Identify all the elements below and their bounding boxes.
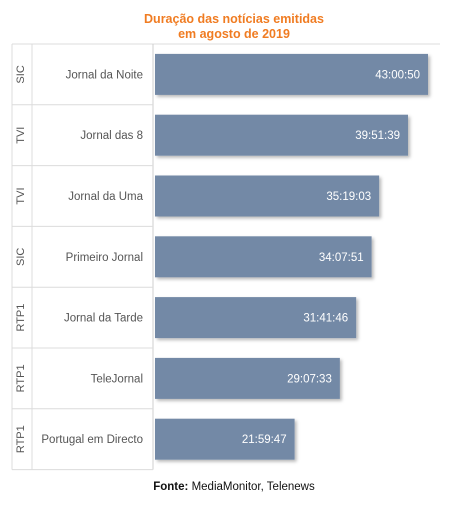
bar	[155, 175, 380, 217]
chart-source: Fonte: MediaMonitor, Telenews	[0, 481, 468, 493]
channel-label: SIC	[15, 65, 27, 83]
category-rows: SIC Jornal da Noite TVI Jornal das 8 TVI Jorn…	[11, 43, 440, 471]
bars-layer: 43:00:50 39:51:39 35:19:03 34:07:51 31:41:46…	[155, 53, 428, 460]
channel-label: RTP1	[15, 364, 27, 392]
category-label: Jornal das 8	[80, 130, 143, 142]
source-text: MediaMonitor, Telenews	[191, 481, 315, 493]
channel-label: TVI	[15, 187, 27, 204]
category-label: Jornal da Noite	[66, 69, 143, 81]
channel-label: TVI	[15, 127, 27, 144]
bar	[155, 114, 408, 156]
category-label: Primeiro Jornal	[66, 252, 143, 264]
bar	[155, 297, 357, 339]
bar	[155, 418, 295, 460]
category-label: Jornal da Uma	[68, 191, 143, 203]
chart-title-line-2: em agosto de 2019	[178, 27, 290, 41]
bar	[155, 357, 340, 399]
data-label: 34:07:51	[319, 252, 364, 264]
data-label: 31:41:46	[303, 313, 348, 325]
channel-label: SIC	[15, 248, 27, 266]
channel-label: RTP1	[15, 425, 27, 453]
data-label: 43:00:50	[375, 69, 420, 81]
data-label: 29:07:33	[287, 373, 332, 385]
bar	[155, 236, 372, 278]
category-label: Jornal da Tarde	[64, 313, 143, 325]
bar	[155, 53, 428, 95]
data-label: 21:59:47	[242, 434, 287, 446]
channel-label: RTP1	[15, 304, 27, 332]
category-label: Portugal em Directo	[41, 434, 143, 446]
data-label: 35:19:03	[326, 191, 371, 203]
data-label: 39:51:39	[355, 130, 400, 142]
source-label: Fonte:	[153, 481, 189, 493]
chart-title-line-1: Duração das notícias emitidas	[144, 12, 324, 26]
chart-title: Duração das notícias emitidas em agosto …	[0, 12, 468, 42]
category-label: TeleJornal	[91, 373, 143, 385]
